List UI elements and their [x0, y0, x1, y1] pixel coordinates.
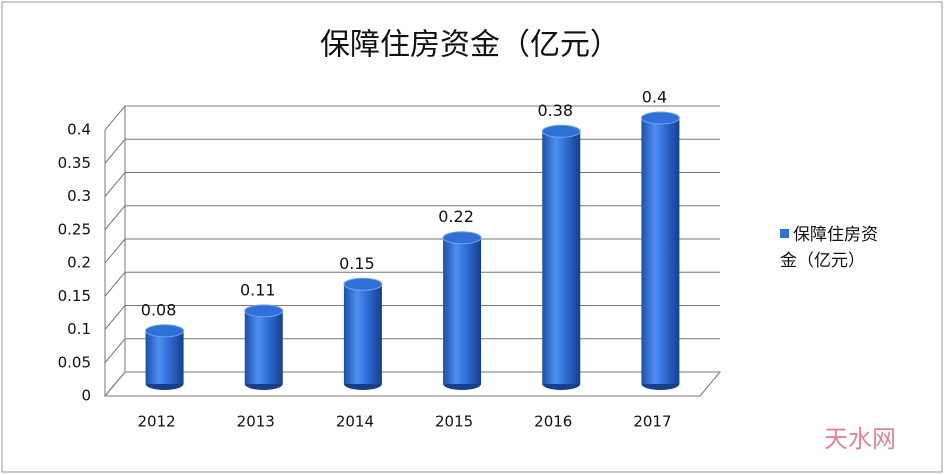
- grid-line: [104, 238, 720, 264]
- cylinder-top: [541, 124, 581, 138]
- grid-line: [104, 371, 720, 397]
- data-label: 0.15: [339, 254, 375, 273]
- legend: 保障住房资金（亿元）: [780, 222, 892, 274]
- grid-line: [104, 205, 720, 231]
- cylinder-top: [640, 111, 680, 125]
- chart-title: 保障住房资金（亿元）: [320, 28, 620, 63]
- data-label: 0.22: [438, 207, 474, 226]
- grid-line: [104, 271, 720, 297]
- y-tick-label: 0.15: [58, 287, 91, 305]
- y-tick-label: 0: [81, 387, 91, 405]
- cylinder-top: [343, 277, 383, 291]
- bar: [542, 131, 581, 384]
- legend-swatch: [780, 229, 789, 238]
- grid-line: [104, 105, 720, 131]
- legend-label: 保障住房资金（亿元）: [780, 225, 878, 271]
- y-tick-label: 0.25: [58, 220, 91, 238]
- watermark: 天水网: [824, 425, 896, 453]
- y-tick-label: 0.4: [67, 121, 91, 139]
- x-tick-label: 2015: [435, 413, 473, 431]
- y-tick-label: 0.35: [58, 154, 91, 172]
- grid-line: [104, 172, 720, 197]
- grid-line: [104, 138, 720, 164]
- y-tick-label: 0.2: [67, 254, 91, 272]
- data-label: 0.38: [537, 101, 573, 120]
- cylinder-top: [442, 231, 482, 245]
- data-label: 0.08: [141, 300, 177, 319]
- y-tick-label: 0.05: [58, 353, 91, 371]
- cylinder-top: [244, 304, 284, 318]
- cylinder-top: [145, 324, 185, 338]
- bar: [244, 310, 283, 384]
- data-label: 0.4: [642, 88, 667, 107]
- x-tick-label: 2012: [137, 413, 175, 431]
- x-tick-label: 2016: [534, 413, 572, 431]
- x-tick-label: 2017: [633, 413, 671, 431]
- x-tick-label: 2014: [336, 413, 374, 431]
- bar: [443, 237, 482, 384]
- grid-line: [104, 305, 720, 330]
- bar: [641, 118, 680, 384]
- x-tick-label: 2013: [237, 413, 275, 431]
- bar: [343, 284, 382, 384]
- bar: [145, 330, 184, 384]
- floor: [103, 371, 722, 397]
- grid-line: [104, 338, 720, 364]
- y-tick-label: 0.1: [67, 320, 91, 338]
- y-tick-label: 0.3: [67, 187, 91, 205]
- data-label: 0.11: [240, 280, 276, 299]
